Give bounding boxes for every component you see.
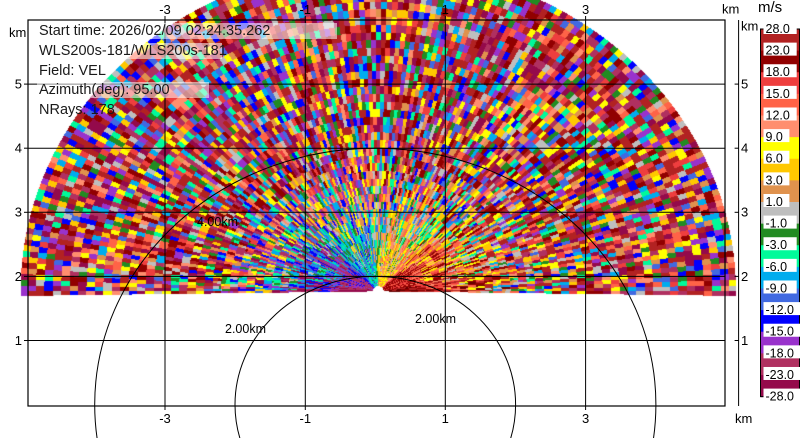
svg-text:3: 3 bbox=[582, 2, 589, 17]
svg-text:WLS200s-181/WLS200s-181: WLS200s-181/WLS200s-181 bbox=[39, 43, 227, 59]
svg-text:28.0: 28.0 bbox=[766, 22, 790, 36]
svg-text:-15.0: -15.0 bbox=[766, 325, 795, 339]
svg-text:3: 3 bbox=[741, 205, 748, 220]
svg-text:3.0: 3.0 bbox=[766, 173, 783, 187]
svg-text:2.00km: 2.00km bbox=[415, 312, 456, 326]
svg-text:1: 1 bbox=[442, 2, 449, 17]
svg-text:1.0: 1.0 bbox=[766, 195, 783, 209]
svg-text:Start time: 2026/02/09 02:24:3: Start time: 2026/02/09 02:24:35.262 bbox=[39, 23, 270, 39]
svg-text:-6.0: -6.0 bbox=[766, 260, 788, 274]
svg-text:-3: -3 bbox=[159, 2, 171, 17]
svg-text:18.0: 18.0 bbox=[766, 65, 790, 79]
svg-text:Field: VEL: Field: VEL bbox=[39, 63, 106, 79]
svg-text:-1: -1 bbox=[300, 411, 312, 426]
svg-text:1: 1 bbox=[15, 333, 22, 348]
svg-text:4: 4 bbox=[15, 141, 22, 156]
svg-text:km: km bbox=[722, 2, 739, 17]
svg-text:2.00km: 2.00km bbox=[225, 322, 266, 336]
svg-text:15.0: 15.0 bbox=[766, 87, 790, 101]
svg-text:2: 2 bbox=[741, 269, 748, 284]
svg-text:3: 3 bbox=[15, 205, 22, 220]
svg-text:Azimuth(deg): 95.00: Azimuth(deg): 95.00 bbox=[39, 82, 170, 98]
svg-text:5: 5 bbox=[741, 77, 748, 92]
svg-text:1: 1 bbox=[741, 333, 748, 348]
svg-text:-1: -1 bbox=[300, 2, 312, 17]
svg-text:NRays: 178: NRays: 178 bbox=[39, 102, 115, 118]
svg-text:-23.0: -23.0 bbox=[766, 368, 795, 382]
svg-text:4: 4 bbox=[741, 141, 748, 156]
svg-text:-28.0: -28.0 bbox=[766, 390, 795, 404]
svg-text:9.0: 9.0 bbox=[766, 130, 783, 144]
svg-text:km: km bbox=[735, 411, 752, 426]
svg-text:km: km bbox=[9, 25, 26, 40]
svg-text:4.00km: 4.00km bbox=[197, 215, 238, 229]
svg-text:-3.0: -3.0 bbox=[766, 238, 788, 252]
svg-text:-18.0: -18.0 bbox=[766, 346, 795, 360]
svg-text:23.0: 23.0 bbox=[766, 44, 790, 58]
svg-text:-9.0: -9.0 bbox=[766, 281, 788, 295]
svg-text:12.0: 12.0 bbox=[766, 108, 790, 122]
svg-text:3: 3 bbox=[582, 411, 589, 426]
svg-text:5: 5 bbox=[15, 77, 22, 92]
svg-text:-1.0: -1.0 bbox=[766, 217, 788, 231]
svg-text:6.0: 6.0 bbox=[766, 152, 783, 166]
svg-text:m/s: m/s bbox=[758, 0, 782, 16]
svg-text:-3: -3 bbox=[159, 411, 171, 426]
svg-text:2: 2 bbox=[15, 269, 22, 284]
svg-text:km: km bbox=[741, 19, 758, 34]
svg-text:-12.0: -12.0 bbox=[766, 303, 795, 317]
svg-text:1: 1 bbox=[442, 411, 449, 426]
